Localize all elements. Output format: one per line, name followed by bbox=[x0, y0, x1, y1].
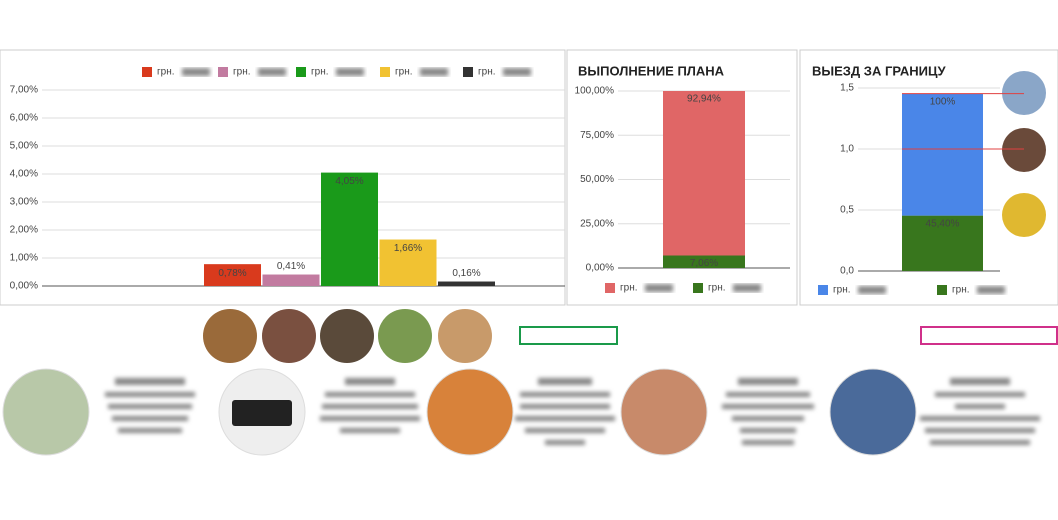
y-tick-label: 25,00% bbox=[580, 218, 614, 229]
reward-image bbox=[829, 368, 917, 456]
photo bbox=[1002, 71, 1046, 115]
legend-swatch bbox=[463, 67, 473, 77]
legend-label: грн. bbox=[952, 285, 970, 296]
legend-value-blurred bbox=[858, 286, 886, 294]
bar bbox=[379, 239, 437, 286]
chart-title: ВЫПОЛНЕНИЕ ПЛАНА bbox=[578, 63, 725, 78]
legend-value-blurred bbox=[420, 68, 448, 76]
bar bbox=[438, 281, 495, 286]
avatar bbox=[378, 309, 432, 363]
value-label: 1,66% bbox=[394, 243, 422, 254]
blurred-text bbox=[105, 378, 1040, 445]
y-tick-label: 4,00% bbox=[10, 169, 38, 180]
progress-box bbox=[920, 326, 1058, 345]
avatar bbox=[203, 309, 257, 363]
legend-label: грн. bbox=[233, 67, 251, 78]
legend-swatch bbox=[818, 285, 828, 295]
bar-segment bbox=[663, 255, 745, 268]
y-tick-label: 6,00% bbox=[10, 113, 38, 124]
legend-value-blurred bbox=[182, 68, 210, 76]
legend-swatch bbox=[296, 67, 306, 77]
legend-value-blurred bbox=[645, 284, 673, 292]
value-label: 0,41% bbox=[277, 261, 305, 272]
avatar bbox=[320, 309, 374, 363]
legend-swatch bbox=[142, 67, 152, 77]
legend-label: грн. bbox=[620, 283, 638, 294]
progress-box bbox=[519, 326, 618, 345]
avatar bbox=[262, 309, 316, 363]
bar-segment bbox=[902, 215, 983, 271]
legend-value-blurred bbox=[336, 68, 364, 76]
y-tick-label: 1,00% bbox=[10, 253, 38, 264]
value-label: 92,94% bbox=[687, 94, 721, 105]
legend-value-blurred bbox=[977, 286, 1005, 294]
bar bbox=[321, 172, 378, 286]
legend-swatch bbox=[693, 283, 703, 293]
chart-title: ВЫЕЗД ЗА ГРАНИЦУ bbox=[812, 63, 946, 78]
bar bbox=[262, 274, 320, 286]
bar-segment bbox=[902, 93, 983, 216]
y-tick-label: 50,00% bbox=[580, 174, 614, 185]
y-tick-label: 100,00% bbox=[575, 86, 615, 97]
avatars bbox=[203, 309, 492, 363]
reward-image bbox=[620, 368, 708, 456]
avatar bbox=[438, 309, 492, 363]
legend-label: грн. bbox=[833, 285, 851, 296]
legend-swatch bbox=[380, 67, 390, 77]
legend-label: грн. bbox=[157, 67, 175, 78]
value-label: 45,40% bbox=[926, 218, 960, 229]
phone-box bbox=[232, 400, 292, 426]
y-tick-label: 5,00% bbox=[10, 141, 38, 152]
rewards bbox=[2, 368, 1040, 456]
legend-swatch bbox=[937, 285, 947, 295]
legend-label: грн. bbox=[395, 67, 413, 78]
bar-segment bbox=[663, 91, 745, 256]
legend-label: грн. bbox=[478, 67, 496, 78]
y-tick-label: 1,5 bbox=[840, 83, 854, 94]
value-label: 0,78% bbox=[218, 268, 246, 279]
value-label: 7,06% bbox=[690, 258, 718, 269]
legend-swatch bbox=[605, 283, 615, 293]
legend-value-blurred bbox=[258, 68, 286, 76]
y-tick-label: 0,00% bbox=[586, 263, 614, 274]
legend-value-blurred bbox=[733, 284, 761, 292]
value-label: 4,05% bbox=[335, 176, 363, 187]
photo bbox=[1002, 128, 1046, 172]
legend-label: грн. bbox=[311, 67, 329, 78]
y-tick-label: 0,0 bbox=[840, 266, 854, 277]
y-tick-label: 2,00% bbox=[10, 225, 38, 236]
reward-image bbox=[2, 368, 90, 456]
y-tick-label: 0,5 bbox=[840, 205, 854, 216]
legend-swatch bbox=[218, 67, 228, 77]
y-tick-label: 7,00% bbox=[10, 85, 38, 96]
value-label: 100% bbox=[930, 96, 956, 107]
y-tick-label: 3,00% bbox=[10, 197, 38, 208]
bar bbox=[204, 264, 261, 286]
panel bbox=[0, 49, 566, 306]
photo bbox=[1002, 193, 1046, 237]
y-tick-label: 75,00% bbox=[580, 130, 614, 141]
legend-label: грн. bbox=[708, 283, 726, 294]
y-tick-label: 0,00% bbox=[10, 281, 38, 292]
y-tick-label: 1,0 bbox=[840, 144, 854, 155]
legend-value-blurred bbox=[503, 68, 531, 76]
value-label: 0,16% bbox=[452, 268, 480, 279]
reward-image bbox=[426, 368, 514, 456]
